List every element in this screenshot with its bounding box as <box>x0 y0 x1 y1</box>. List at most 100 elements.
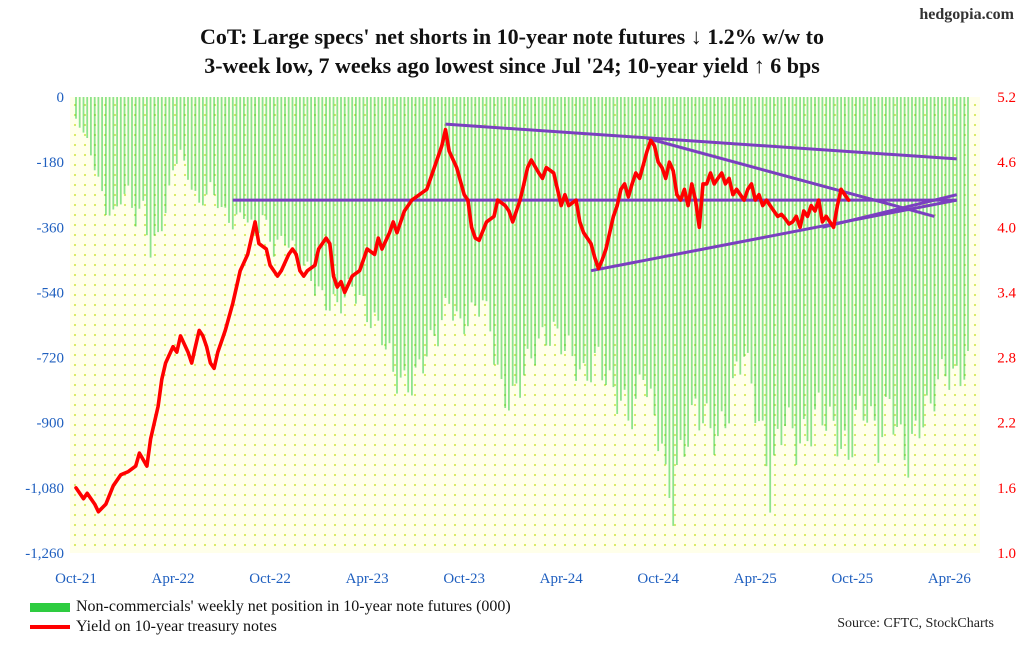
left-tick-label: -540 <box>37 285 65 301</box>
left-tick-label: -1,080 <box>25 481 64 497</box>
bar <box>82 97 85 133</box>
bar <box>653 97 656 416</box>
bar <box>131 97 133 208</box>
right-tick-label: 4.0 <box>997 220 1016 236</box>
x-tick-label: Apr-24 <box>540 571 584 587</box>
bar <box>926 97 928 396</box>
bar <box>101 97 103 192</box>
bar <box>392 97 395 372</box>
bar <box>190 97 193 190</box>
bar <box>340 97 342 314</box>
chart-title: CoT: Large specs' net shorts in 10-year … <box>0 22 1024 80</box>
bar <box>642 97 645 380</box>
left-tick-label: -180 <box>37 155 65 171</box>
bar <box>620 97 622 401</box>
left-tick-label: 0 <box>57 90 65 106</box>
bar <box>239 97 242 213</box>
bar <box>407 97 410 393</box>
title-line-1: CoT: Large specs' net shorts in 10-year … <box>200 24 824 49</box>
bar <box>941 97 943 360</box>
bar <box>881 97 884 438</box>
bar <box>698 97 701 431</box>
right-tick-label: 1.0 <box>997 546 1016 562</box>
bar <box>272 97 275 257</box>
bar <box>119 97 122 205</box>
bar <box>269 97 271 242</box>
bar <box>903 97 906 461</box>
bar <box>810 97 813 447</box>
bar <box>888 97 891 399</box>
bar <box>746 97 749 353</box>
x-tick-label: Oct-23 <box>443 571 485 587</box>
bar <box>657 97 660 452</box>
bar <box>168 97 171 186</box>
bar <box>142 97 145 201</box>
bar <box>452 97 454 321</box>
bar <box>560 97 563 355</box>
bar <box>773 97 775 456</box>
bar <box>679 97 682 440</box>
bar <box>123 97 126 195</box>
bar <box>840 97 842 449</box>
bar <box>817 97 820 393</box>
legend: Non-commercials' weekly net position in … <box>30 597 511 637</box>
bar <box>175 97 178 164</box>
bar <box>914 97 917 421</box>
legend-swatch-bars <box>30 602 70 612</box>
x-axis-ticks: Oct-21 Apr-22 Oct-22 Apr-23 Oct-23 Apr-24 Oct-… <box>55 571 971 587</box>
bar <box>317 97 320 287</box>
bar <box>668 97 671 498</box>
bar <box>243 97 245 219</box>
x-tick-label: Oct-24 <box>637 571 679 587</box>
bar <box>612 97 615 388</box>
bar <box>511 97 514 386</box>
bar <box>967 97 969 351</box>
bar <box>578 97 581 370</box>
bar <box>381 97 383 346</box>
bar <box>250 97 253 220</box>
bar <box>571 97 574 357</box>
x-tick-label: Oct-25 <box>831 571 873 587</box>
x-tick-label: Oct-22 <box>249 571 291 587</box>
source-note: Source: CFTC, StockCharts <box>837 616 994 631</box>
left-tick-label: -1,260 <box>25 546 64 562</box>
bar <box>549 97 551 346</box>
left-tick-label: -720 <box>37 351 65 367</box>
bar <box>623 97 626 390</box>
bar <box>795 97 798 465</box>
bar <box>384 97 387 350</box>
bar <box>862 97 865 421</box>
bar <box>295 97 298 253</box>
bar <box>825 97 828 431</box>
bar <box>209 97 212 183</box>
x-tick-label: Apr-25 <box>734 571 777 587</box>
bar <box>649 97 652 389</box>
legend-item-bars: Non-commercials' weekly net position in … <box>30 597 511 617</box>
bar <box>369 97 372 329</box>
bar <box>567 97 570 336</box>
bar <box>351 97 354 287</box>
bar <box>149 97 152 258</box>
bar <box>732 97 734 379</box>
bar <box>799 97 801 444</box>
bar-series <box>75 97 969 526</box>
bar <box>205 97 208 195</box>
bar <box>280 97 283 236</box>
bar <box>440 97 443 321</box>
bar <box>422 97 424 374</box>
bar <box>590 97 592 383</box>
bar <box>377 97 380 321</box>
bar <box>638 97 641 375</box>
bar <box>146 97 148 236</box>
bar <box>411 97 413 396</box>
bar <box>112 97 115 210</box>
bar <box>933 97 936 412</box>
bar <box>254 97 256 234</box>
bar <box>627 97 630 421</box>
bar <box>575 97 577 381</box>
bar <box>220 97 223 207</box>
trendline <box>822 193 958 229</box>
bar <box>720 97 723 412</box>
bar <box>388 97 391 344</box>
